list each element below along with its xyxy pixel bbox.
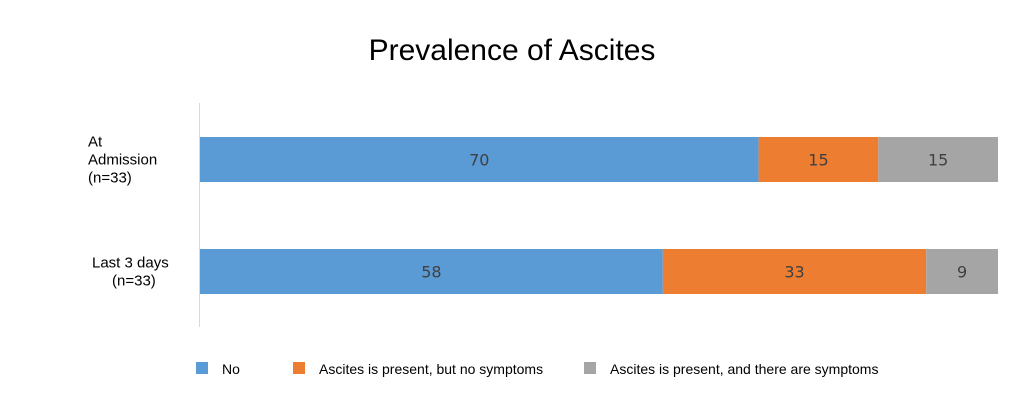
category-labels: At Admission (n=33) Last 3 days (n=33) (88, 134, 169, 290)
bar-segment (926, 249, 998, 294)
legend-label: No (222, 361, 240, 377)
bar-segment (758, 137, 879, 182)
legend-swatch (293, 362, 305, 374)
legend-swatch (196, 362, 208, 374)
legend-label: Ascites is present, and there are sympto… (610, 361, 878, 377)
bar-segment (200, 137, 759, 182)
data-label: 70 (469, 151, 489, 170)
legend: No Ascites is present, but no symptoms Asc… (196, 361, 878, 377)
category-label: Last 3 days (n=33) (92, 255, 169, 290)
bar-segment (200, 249, 663, 294)
data-label: 15 (928, 151, 948, 170)
bar-segment (662, 249, 927, 294)
data-label: 33 (784, 263, 804, 282)
data-label: 9 (957, 263, 967, 282)
category-label: At Admission (n=33) (88, 134, 157, 187)
bars-group: 70 15 15 58 33 9 (200, 137, 998, 294)
legend-label: Ascites is present, but no symptoms (319, 361, 543, 377)
chart-title: Prevalence of Ascites (369, 34, 656, 67)
legend-swatch (584, 362, 596, 374)
data-label: 15 (808, 151, 828, 170)
data-label: 58 (421, 263, 441, 282)
bar-segment (878, 137, 998, 182)
